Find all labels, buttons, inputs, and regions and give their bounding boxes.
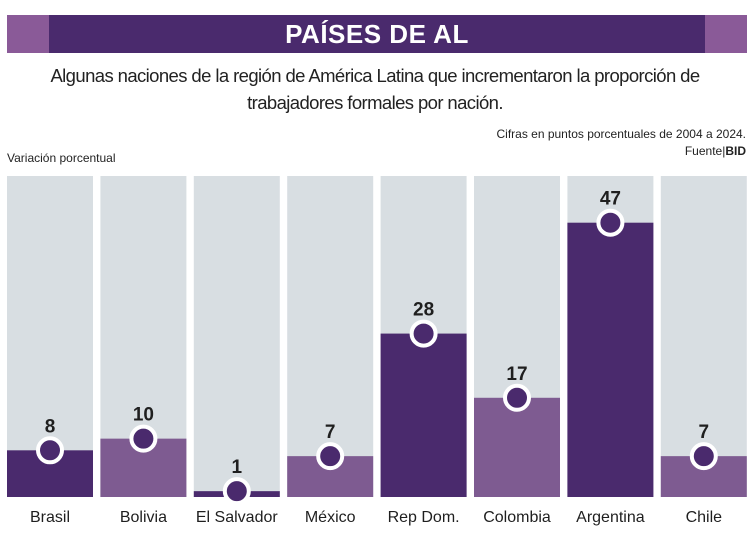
bar-marker xyxy=(316,442,345,471)
source-name: BID xyxy=(725,144,746,158)
title-banner: PAÍSES DE AL xyxy=(7,15,747,53)
category-label: Rep Dom. xyxy=(388,509,460,526)
banner-left-accent xyxy=(7,15,49,53)
bar-background-column xyxy=(193,176,280,497)
source-line: Fuente|BID xyxy=(496,143,746,160)
bar-marker xyxy=(129,424,158,453)
data-label: 7 xyxy=(325,422,336,443)
data-label: 8 xyxy=(45,416,56,437)
bar-marker xyxy=(596,208,625,237)
source-prefix: Fuente| xyxy=(684,144,726,158)
data-label: 10 xyxy=(133,405,154,426)
bar xyxy=(380,333,467,497)
bar xyxy=(567,222,654,497)
y-axis-label: Variación porcentual xyxy=(7,151,116,165)
category-label: Brasil xyxy=(30,509,70,526)
category-label: Chile xyxy=(686,509,723,526)
data-label: 17 xyxy=(506,364,527,385)
chart-title: PAÍSES DE AL xyxy=(285,19,469,49)
source-note: Cifras en puntos porcentuales de 2004 a … xyxy=(496,126,746,160)
bar-marker xyxy=(36,436,64,465)
bar-marker xyxy=(503,383,531,412)
units-note: Cifras en puntos porcentuales de 2004 a … xyxy=(496,127,746,141)
category-label: Bolivia xyxy=(120,509,167,526)
bar-marker xyxy=(409,319,438,348)
data-label: 47 xyxy=(600,189,621,210)
category-label: Argentina xyxy=(576,509,645,526)
category-label: Colombia xyxy=(483,509,551,526)
data-label: 7 xyxy=(699,422,710,443)
category-label: México xyxy=(305,509,356,526)
chart-subtitle: Algunas naciones de la región de América… xyxy=(50,65,700,113)
data-label: 1 xyxy=(232,457,243,478)
bar xyxy=(474,397,560,497)
data-label: 28 xyxy=(413,300,434,321)
bar-marker xyxy=(689,442,718,471)
bar-marker xyxy=(222,477,251,506)
category-label: El Salvador xyxy=(196,509,278,526)
banner-right-accent xyxy=(705,15,747,53)
